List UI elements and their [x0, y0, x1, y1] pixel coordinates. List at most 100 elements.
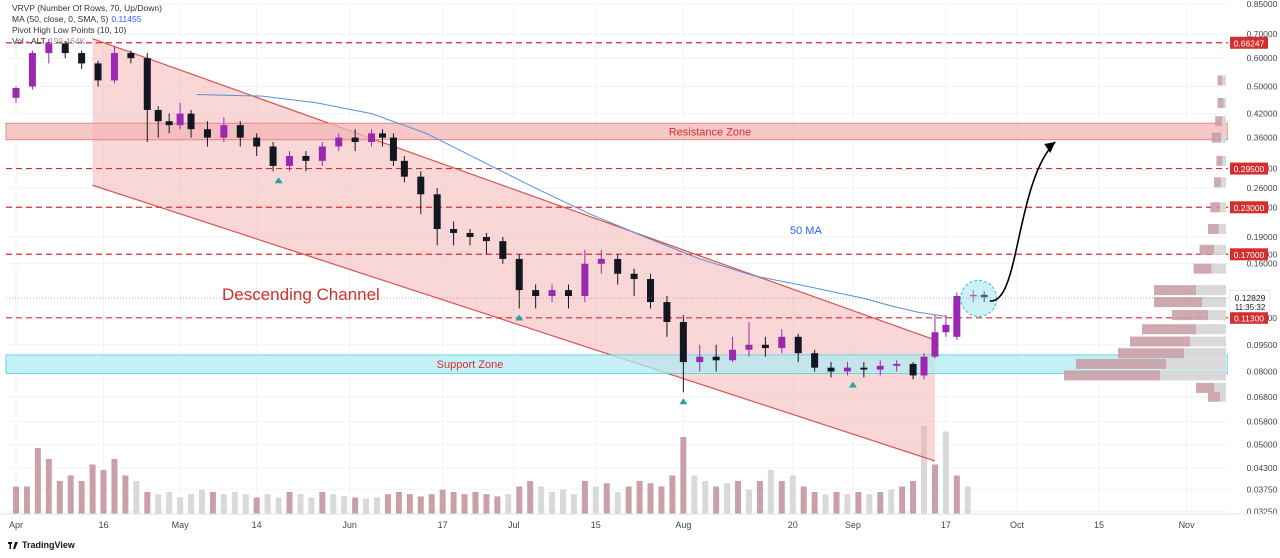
volume-bar: [724, 483, 731, 514]
candle-body: [253, 137, 261, 147]
volume-bar: [13, 486, 19, 514]
volume-profile-bar: [1142, 324, 1196, 335]
price-level-text: 0.11300: [1234, 313, 1264, 323]
price-level-badge: [1230, 36, 1268, 49]
candle-body: [220, 125, 228, 138]
candle-body: [614, 258, 622, 274]
candle-body: [630, 273, 638, 280]
time-tick-label: 17: [941, 520, 951, 530]
volume-bar: [953, 475, 960, 514]
candle-body: [548, 290, 556, 297]
volume-bar: [789, 475, 796, 514]
volume-bar: [111, 459, 118, 514]
candle-body: [94, 63, 102, 81]
volume-bar: [964, 486, 971, 514]
volume-profile-bar: [1193, 263, 1212, 274]
time-tick-label: May: [172, 520, 190, 530]
volume-bar: [67, 475, 74, 514]
candle-body: [647, 279, 655, 303]
volume-bar: [745, 489, 752, 514]
volume-profile-bar: [1220, 202, 1226, 213]
volume-bar: [264, 494, 271, 514]
candle-body: [564, 290, 572, 297]
volume-bar: [363, 498, 370, 514]
volume-profile-bar: [1130, 336, 1190, 347]
volume-bar: [417, 496, 424, 514]
candle-body: [761, 344, 769, 349]
candle-body: [154, 109, 162, 122]
price-tick-label: 0.42000: [1247, 109, 1278, 119]
volume-bar: [155, 494, 162, 514]
candle-body: [482, 236, 490, 242]
pivot-low-marker: [848, 381, 857, 388]
volume-profile-bar: [1211, 263, 1226, 274]
candle-body: [597, 258, 605, 264]
candle-body: [515, 258, 523, 291]
candle-body: [127, 53, 135, 59]
channel-lower-line: [92, 184, 936, 462]
volume-profile-bar: [1214, 177, 1222, 188]
volume-bar: [45, 459, 52, 514]
time-tick-label: 17: [438, 520, 448, 530]
volume-bar: [735, 481, 742, 514]
volume-bar: [931, 464, 938, 514]
candle-body: [827, 367, 835, 372]
volume-bar: [549, 492, 556, 514]
candle-body: [942, 324, 950, 333]
time-tick-label: 14: [252, 520, 262, 530]
volume-bar: [253, 497, 260, 514]
candle-body: [187, 113, 195, 130]
indicator-volume: Vol · ALT 199.464K: [12, 36, 86, 46]
candle-body: [450, 229, 458, 233]
volume-bar: [122, 475, 129, 514]
volume-bar: [560, 489, 566, 514]
ma-line: [196, 93, 946, 317]
volume-profile-bar: [1222, 155, 1226, 166]
pivot-low-marker: [679, 398, 688, 405]
volume-bar: [614, 492, 621, 514]
volume-bar: [942, 431, 949, 514]
price-level-badge: [1230, 311, 1268, 324]
volume-bar: [242, 494, 249, 514]
volume-bar: [209, 492, 216, 514]
volume-bar: [188, 494, 195, 514]
volume-profile-bar: [1215, 116, 1223, 127]
volume-profile-bar: [1220, 391, 1226, 402]
volume-bar: [144, 492, 151, 514]
volume-profile-bar: [1217, 97, 1224, 108]
volume-profile-bar: [1184, 348, 1226, 359]
volume-bar: [538, 486, 545, 514]
candle-body: [269, 146, 277, 166]
volume-bar: [680, 437, 687, 514]
candle-body: [920, 356, 928, 376]
volume-profile-bar: [1196, 285, 1226, 296]
price-axis: [1228, 0, 1280, 530]
candle-body: [12, 88, 20, 98]
pivot-low-marker: [274, 177, 283, 184]
volume-profile-bar: [1196, 324, 1226, 335]
time-tick-label: Sep: [845, 520, 861, 530]
volume-profile-bar: [1154, 297, 1202, 308]
volume-bar: [844, 494, 851, 514]
brand-label: TradingView: [22, 540, 75, 550]
price-tick-label: 0.19000: [1247, 232, 1278, 242]
price-tick-label: 0.05000: [1247, 440, 1278, 450]
price-tick-label: 0.04300: [1247, 463, 1278, 473]
current-price-text: 0.12829: [1235, 293, 1266, 303]
volume-bar: [778, 481, 785, 514]
candle-body: [778, 336, 786, 349]
price-tick-label: 0.16000: [1247, 259, 1278, 269]
candle-body: [143, 58, 151, 110]
volume-bar: [811, 492, 818, 514]
volume-bar: [527, 481, 534, 514]
current-price-badge: [1229, 289, 1271, 313]
volume-bar: [23, 486, 30, 514]
volume-profile-bar: [1218, 224, 1226, 235]
volume-bar: [570, 494, 577, 514]
volume-profile-bar: [1196, 382, 1214, 393]
candle-body: [663, 302, 671, 322]
volume-profile-bar: [1166, 358, 1226, 369]
volume-bar: [341, 496, 348, 514]
candle-body: [78, 53, 86, 64]
